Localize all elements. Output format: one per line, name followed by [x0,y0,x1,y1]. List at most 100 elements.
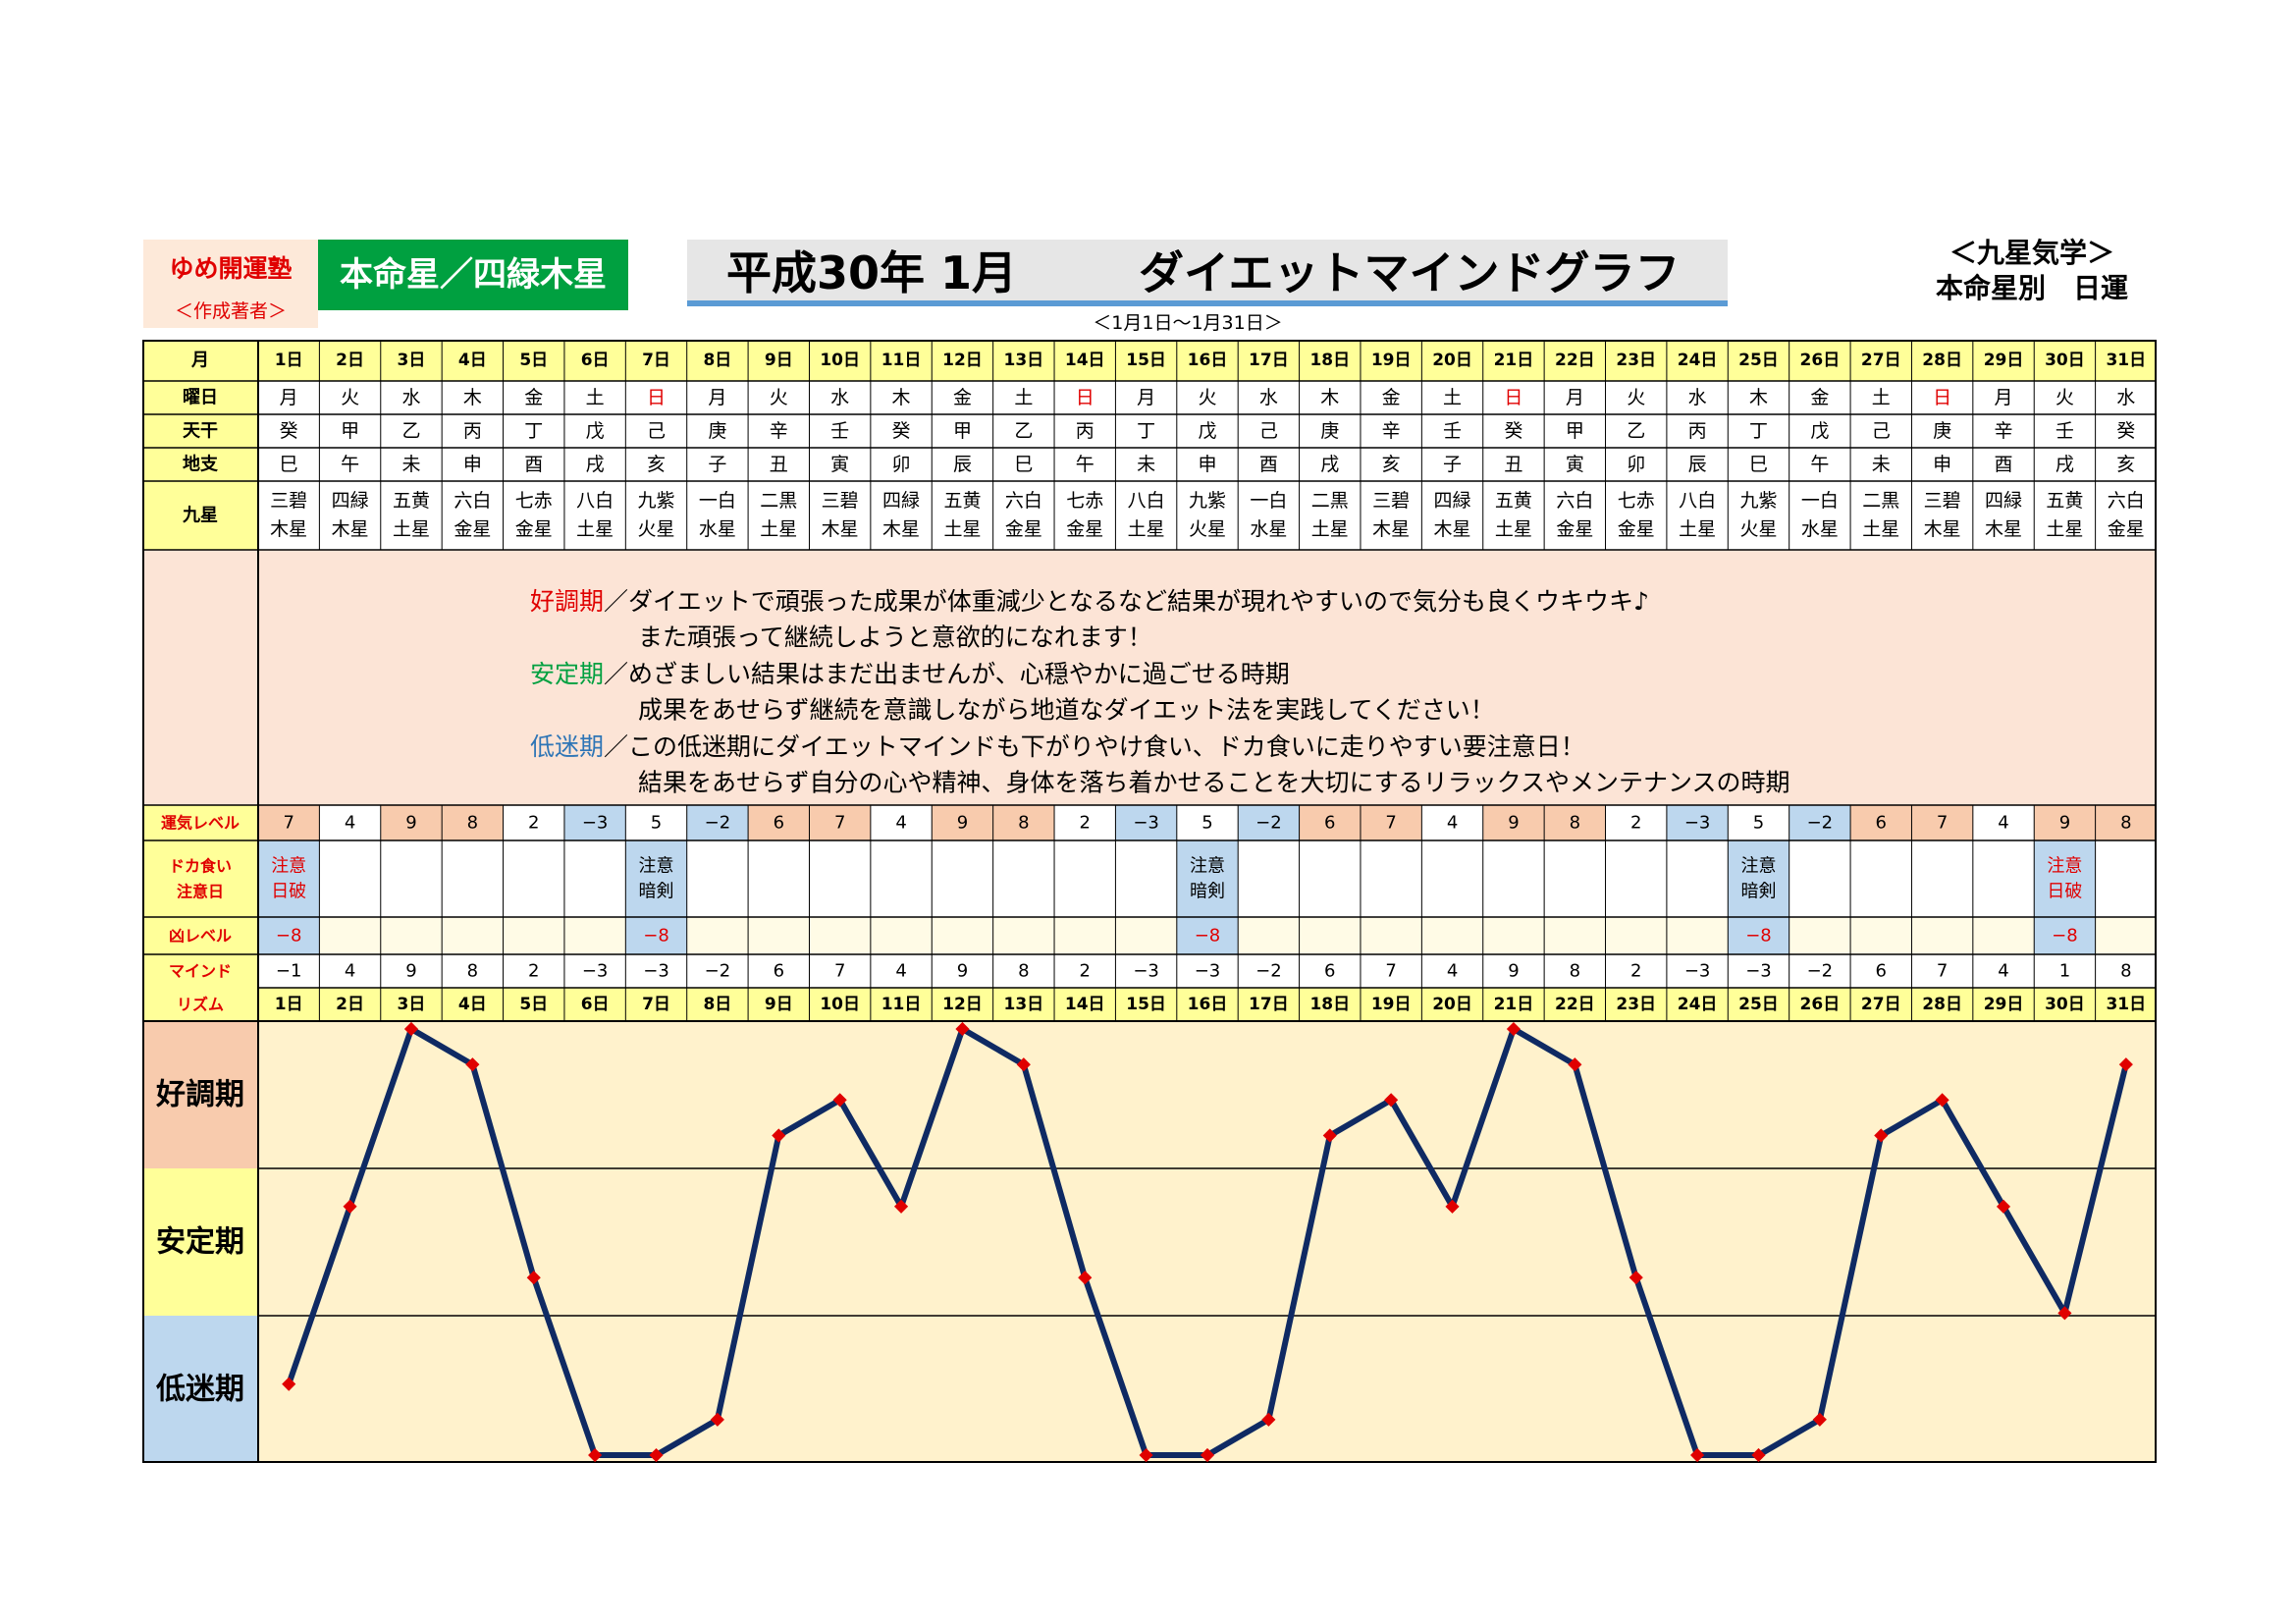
school-label: ＜九星気学＞ 本命星別 日運 [1899,236,2164,306]
chishi-cell: 申 [463,454,482,475]
level-cell-bg [2095,805,2157,840]
day-header: 17日 [1249,351,1289,370]
kyusei-cell: 水星 [699,518,736,540]
weekday-cell: 水 [2116,387,2135,408]
tenkan-cell: 甲 [953,420,972,442]
data-point [1506,1021,1521,1037]
kyo-cell-bg [2034,917,2096,954]
calendar-chart-svg: 好調期安定期低迷期月曜日天干地支九星運気レベルドカ食い注意日凶レベルマインドリズ… [142,340,2157,1463]
level-cell-bg [809,805,871,840]
data-point [1261,1412,1276,1427]
day-header: 1日 [275,351,303,370]
kyusei-cell: 一白 [699,490,736,512]
day-header: 29日 [1984,351,2024,370]
tenkan-cell: 壬 [2056,420,2074,442]
weekday-cell: 火 [1198,387,1216,408]
level-cell: 5 [1753,813,1764,834]
tenkan-cell: 丙 [1688,420,1707,442]
kyusei-cell: 五黄 [943,490,981,512]
level-cell: 2 [1630,813,1641,834]
mind-cell: −3 [643,961,669,982]
day-header: 12日 [942,351,983,370]
level-cell-bg [2034,805,2096,840]
weekday-cell: 水 [830,387,849,408]
mind-cell: 9 [405,961,416,982]
tenkan-cell: 乙 [1627,420,1645,442]
day-footer: 21日 [1494,995,1534,1014]
school-line1: ＜九星気学＞ [1949,237,2114,269]
kyusei-cell: 火星 [638,518,675,540]
day-footer: 5日 [519,995,548,1014]
kyusei-cell: 三碧 [822,490,859,512]
kyusei-cell: 金星 [1618,518,1655,540]
data-point [1568,1057,1582,1072]
date-range: ＜1月1日～1月31日＞ [1093,312,1283,334]
kyusei-cell: 水星 [1250,518,1287,540]
kyusei-cell: 一白 [1250,490,1287,512]
kyusei-cell: 土星 [1311,518,1349,540]
page-title: 平成30年 1月 [726,246,1018,299]
chishi-cell: 申 [1933,454,1951,475]
data-point [588,1447,603,1463]
level-cell-bg [1115,805,1177,840]
level-cell: 4 [1447,813,1458,834]
tenkan-cell: 辛 [1995,420,2013,442]
level-cell-bg [748,805,810,840]
day-footer: 11日 [881,995,922,1014]
level-cell-bg [1911,805,1973,840]
row-label-mind: マインド [169,962,232,981]
level-cell: 7 [1385,813,1396,834]
level-cell-bg [380,805,443,840]
level-cell: 8 [467,813,478,834]
level-cell-bg [686,805,749,840]
level-cell: −2 [1255,813,1282,834]
level-cell: 4 [895,813,906,834]
dokagui-cell: 注意 [271,856,306,877]
day-footer: 10日 [820,995,860,1014]
mind-cell: 8 [1570,961,1580,982]
kyusei-cell: 土星 [1862,518,1899,540]
description-line: 結果をあせらず自分の心や精神、身体を落ち着かせることを大切にするリラックスやメン… [638,769,1790,797]
mind-cell: −2 [1255,961,1282,982]
tenkan-cell: 丙 [1076,420,1095,442]
weekday-cell: 火 [2056,387,2074,408]
chishi-cell: 亥 [647,454,666,475]
data-point [1629,1271,1643,1285]
page-subtitle: ダイエットマインドグラフ [1139,246,1681,299]
kyusei-cell: 木星 [1985,518,2022,540]
level-cell: −3 [1133,813,1159,834]
day-footer: 24日 [1678,995,1718,1014]
kyusei-cell: 九紫 [638,490,675,512]
weekday-cell: 月 [708,387,726,408]
mind-cell: 1 [2059,961,2070,982]
day-footer: 7日 [642,995,670,1014]
level-cell: 4 [345,813,355,834]
day-header: 2日 [336,351,364,370]
row-label-dokagui: 注意日 [177,883,224,901]
day-header: 30日 [2045,351,2085,370]
mind-cell: 4 [895,961,906,982]
day-footer-bg [258,988,2157,1021]
kyusei-cell: 六白 [2108,490,2145,512]
kyusei-cell: 四緑 [332,490,369,512]
day-header: 24日 [1678,351,1718,370]
title-box: 平成30年 1月 ダイエットマインドグラフ [687,240,1728,306]
tenkan-cell: 辛 [1382,420,1401,442]
weekday-cell: 火 [770,387,788,408]
phase-label: 低迷期 [530,732,604,761]
chishi-cell: 未 [1872,454,1891,475]
day-header: 15日 [1126,351,1166,370]
chishi-cell: 丑 [1504,454,1522,475]
level-cell: 5 [651,813,662,834]
mind-cell: −2 [1807,961,1834,982]
kyusei-cell: 木星 [1434,518,1471,540]
day-footer: 4日 [458,995,487,1014]
kyusei-cell: 金星 [1556,518,1593,540]
day-footer: 30日 [2045,995,2085,1014]
kyusei-label-bg [142,481,258,550]
mind-cell: 6 [774,961,784,982]
weekday-cell: 土 [1443,387,1462,408]
kyusei-cell: 水星 [1801,518,1839,540]
weekday-cell: 土 [1872,387,1891,408]
day-header: 31日 [2106,351,2146,370]
